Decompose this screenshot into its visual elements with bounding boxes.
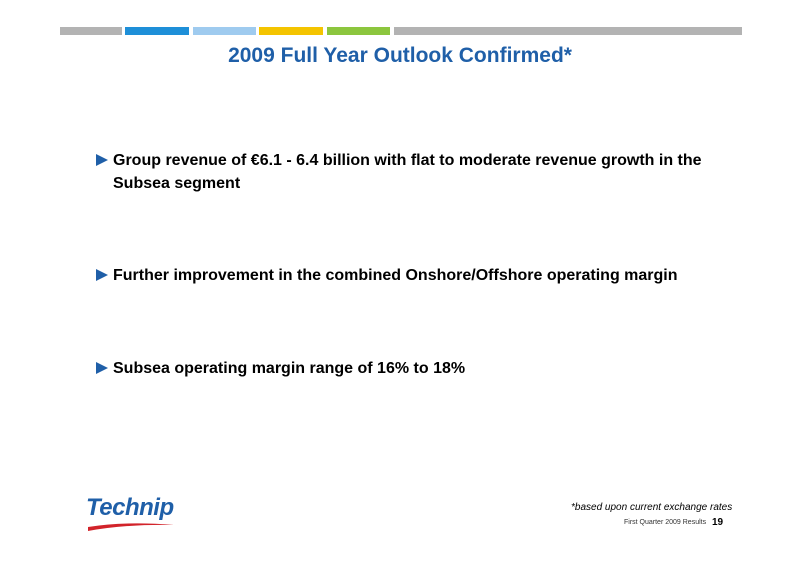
footer-text: First Quarter 2009 Results [624,519,707,526]
bullet-arrow [96,154,108,166]
bullet-arrow [96,362,108,374]
page-number: 19 [712,517,724,528]
bullet-item: Subsea operating margin range of 16% to … [95,357,735,380]
slide-title: 2009 Full Year Outlook Confirmed* [228,44,572,67]
bullet-text: Subsea operating margin range of 16% to … [113,360,466,377]
logo: Technip [86,494,174,521]
color-band [60,27,122,35]
bullet-item: Group revenue of €6.1 - 6.4 billion with… [95,149,735,195]
bullet-arrow [96,269,108,281]
color-band [394,27,742,35]
bullet-text: Group revenue of €6.1 - 6.4 billion with… [113,152,702,192]
color-band [125,27,189,35]
color-band [193,27,256,35]
color-band [259,27,323,35]
logo-swoosh [88,523,174,531]
bullet-text: Further improvement in the combined Onsh… [113,267,678,284]
color-band [327,27,390,35]
bullet-item: Further improvement in the combined Onsh… [95,264,735,287]
footnote: *based upon current exchange rates [571,502,733,513]
